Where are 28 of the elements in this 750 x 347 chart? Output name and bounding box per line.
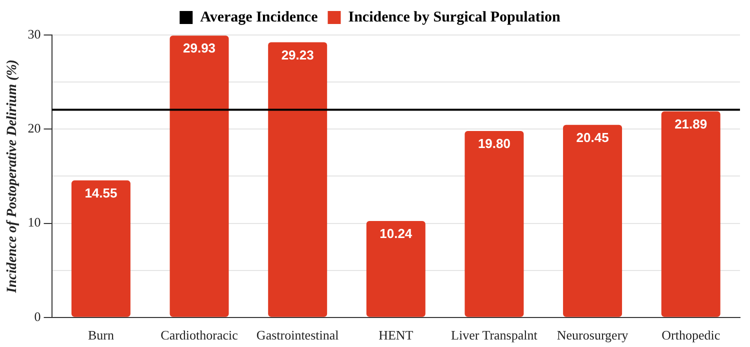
text: 14.55 (84, 186, 118, 201)
bar (71, 180, 130, 317)
x-tick-label: Neurosurgery (556, 328, 629, 343)
bar (268, 42, 328, 317)
x-tick-label: Orthopedic (662, 328, 720, 343)
x-tick-label: Burn (88, 328, 114, 343)
bar (170, 36, 229, 317)
text: 21.89 (674, 116, 708, 132)
legend-label: Average Incidence (200, 9, 318, 26)
text: 10.24 (380, 226, 412, 242)
x-tick-label: Cardiothoracic (160, 328, 238, 343)
bar (366, 221, 426, 317)
text: 19.80 (478, 136, 510, 152)
bar (563, 124, 622, 317)
x-tick-label: HENT (378, 328, 414, 343)
text: 20.45 (576, 130, 609, 145)
x-tick-label: Liver Transpalnt (451, 328, 538, 343)
bar (464, 131, 524, 317)
y-axis-title: Incidence of Postoperative Delirium (%) (5, 60, 20, 294)
text: 29.23 (281, 47, 314, 62)
y-tick-label: 0 (34, 308, 41, 324)
y-tick-label: 20 (28, 120, 41, 136)
legend-label: Incidence by Surgical Population (348, 9, 562, 26)
x-tick-label: Gastrointestinal (256, 328, 340, 343)
bar (661, 111, 720, 317)
y-tick-label: 10 (28, 214, 41, 230)
text: 29.93 (183, 40, 216, 56)
y-tick-label: 30 (28, 26, 41, 42)
